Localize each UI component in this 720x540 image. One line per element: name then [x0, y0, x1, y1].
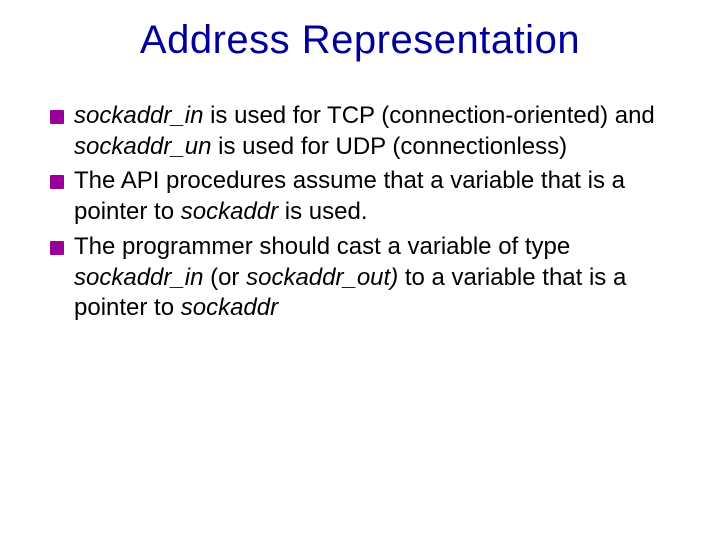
italic-run: sockaddr_out)	[246, 264, 398, 291]
italic-run: sockaddr	[181, 294, 278, 321]
italic-run: sockaddr_un	[74, 133, 211, 160]
italic-run: sockaddr_in	[74, 102, 203, 129]
bullet-item: sockaddr_in is used for TCP (connection-…	[48, 101, 672, 162]
slide-title: Address Representation	[48, 18, 672, 63]
text-run: (or	[203, 264, 246, 291]
text-run: is used for TCP (connection-oriented) an…	[203, 102, 654, 129]
bullet-list: sockaddr_in is used for TCP (connection-…	[48, 101, 672, 324]
text-run: The programmer should cast a variable of…	[74, 233, 570, 260]
text-run: is used.	[278, 198, 367, 225]
text-run: is used for UDP (connectionless)	[211, 133, 567, 160]
italic-run: sockaddr_in	[74, 264, 203, 291]
italic-run: sockaddr	[181, 198, 278, 225]
slide: Address Representation sockaddr_in is us…	[0, 0, 720, 540]
bullet-item: The programmer should cast a variable of…	[48, 232, 672, 324]
bullet-item: The API procedures assume that a variabl…	[48, 166, 672, 227]
